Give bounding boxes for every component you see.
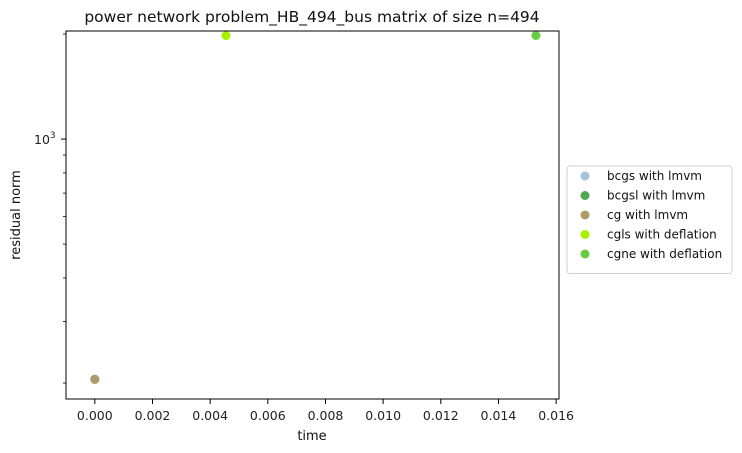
legend-box: [566, 165, 733, 274]
x-tick-label: 0.002: [135, 408, 171, 423]
legend-marker: [580, 171, 590, 181]
x-tick-label: 0.010: [365, 408, 401, 423]
x-tick-label: 0.004: [192, 408, 228, 423]
legend: bcgs with lmvm bcgsl with lmvm cg with lmv…: [566, 165, 733, 274]
legend-marker: [580, 249, 590, 259]
legend-marker: [580, 230, 590, 239]
legend-label: cgne with deflation: [607, 247, 722, 261]
x-tick-label: 0.012: [423, 408, 459, 423]
legend-label: bcgsl with lmvm: [607, 189, 705, 203]
y-axis-label: residual norm: [9, 170, 24, 260]
chart-title: power network problem_HB_494_bus matrix …: [84, 8, 539, 27]
x-tick-label: 0.014: [481, 408, 517, 423]
y-tick-label: 103: [34, 131, 56, 147]
legend-label: bcgs with lmvm: [607, 169, 702, 183]
legend-marker: [580, 191, 590, 200]
y-tick-label-exponent: 3: [50, 131, 56, 141]
data-point: [221, 31, 231, 41]
plot-area: [90, 31, 541, 384]
data-point: [90, 374, 100, 384]
data-point: [531, 31, 541, 41]
x-tick-label: 0.000: [77, 408, 113, 423]
x-tick-label: 0.008: [308, 408, 344, 423]
legend-label: cgls with deflation: [607, 228, 717, 242]
legend-marker: [580, 210, 590, 220]
y-axis: 103: [34, 33, 66, 384]
x-axis-label: time: [297, 429, 326, 444]
x-tick-label: 0.006: [250, 408, 286, 423]
plot-frame: [65, 30, 560, 400]
y-tick-label-base: 10: [34, 132, 50, 147]
x-axis: 0.000 0.002 0.004 0.006 0.008 0.010 0.012 0.014…: [77, 399, 574, 423]
legend-label: cg with lmvm: [607, 208, 688, 222]
x-tick-label: 0.016: [538, 408, 574, 423]
